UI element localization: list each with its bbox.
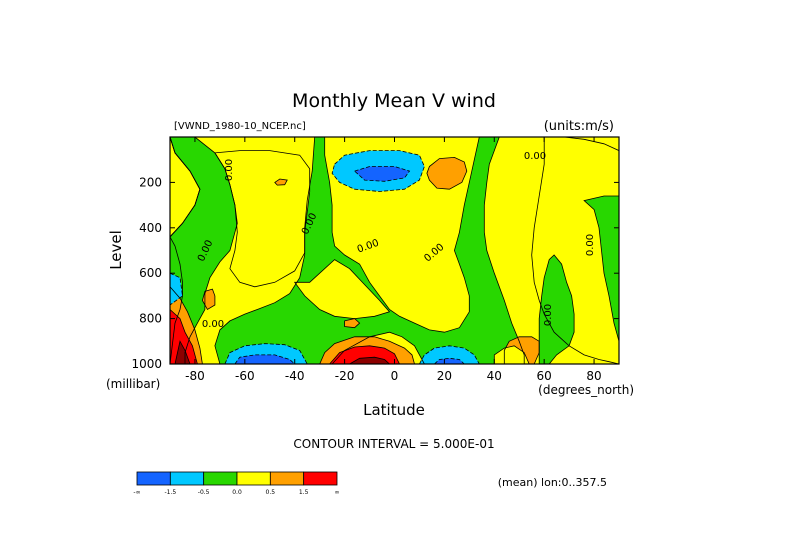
x-tick-label-0: -80 — [185, 369, 205, 383]
x-unit-label: (degrees_north) — [538, 383, 634, 397]
contour-label-0: 0.00 — [224, 159, 235, 181]
contour-line-13 — [418, 345, 480, 364]
contour-line-29 — [344, 318, 361, 329]
contour-line-27 — [426, 156, 468, 190]
contour-line-10 — [538, 254, 575, 364]
contour-region-blue-26 — [354, 166, 410, 182]
contour-label-6: 0.00 — [543, 304, 554, 326]
contour-line-3 — [324, 137, 480, 333]
colorbar-swatch-4 — [269, 471, 305, 486]
colorbar-label-6: ∞ — [335, 489, 340, 496]
units-label: (units:m/s) — [544, 119, 614, 134]
contour-line-21 — [170, 308, 198, 364]
contour-lines — [170, 137, 619, 364]
colorbar-swatch-2 — [203, 471, 238, 486]
contour-region-yellow-6 — [294, 259, 390, 319]
colorbar-label-0: -∞ — [133, 489, 140, 496]
colorbar-swatch-1 — [169, 471, 205, 486]
contour-region-orange-24 — [202, 289, 215, 310]
contour-region-green-1 — [170, 137, 238, 364]
x-tick-label-7: 60 — [537, 369, 552, 383]
y-tick-label-4: 1000 — [131, 357, 162, 371]
contour-region-cyan-13 — [419, 345, 480, 364]
contour-line-15 — [319, 336, 415, 364]
contour-line-20 — [170, 286, 203, 364]
colorbar-label-4: 0.5 — [266, 489, 276, 496]
mean-note: (mean) lon:0..357.5 — [498, 476, 607, 489]
y-tick-label-3: 800 — [139, 312, 162, 326]
contour-fills — [170, 137, 619, 364]
colorbar-swatch-3 — [236, 471, 271, 486]
colorbar: -∞ -1.5 -0.5 0.0 0.5 1.5 ∞ — [133, 471, 340, 496]
x-tick-label-6: 40 — [487, 369, 502, 383]
contour-line-7 — [170, 236, 183, 364]
x-axis-label: Latitude — [363, 401, 425, 419]
colorbar-swatch-0 — [136, 471, 171, 486]
contour-region-yellow-4 — [170, 137, 200, 237]
contour-region-darkred-17 — [349, 357, 390, 364]
contour-line-6 — [293, 259, 391, 320]
contour-line-17 — [348, 356, 391, 364]
x-tick-label-5: 20 — [437, 369, 452, 383]
y-axis-label: Level — [107, 230, 125, 270]
contour-label-8: 0.00 — [202, 319, 224, 330]
contour-line-2 — [214, 137, 525, 364]
contour-label-5: 0.00 — [524, 151, 546, 162]
contour-region-orange-29 — [344, 318, 360, 328]
contour-line-5 — [214, 150, 311, 288]
contour-line-14 — [433, 357, 465, 364]
contour-region-blue-14 — [434, 358, 465, 364]
plot-area: 0.000.000.000.00 0.000.000.000.000.00 — [169, 136, 620, 365]
x-axis: -80 -60 -40 -20 0 20 40 60 80 — [185, 137, 602, 383]
x-tick-label-2: -40 — [285, 369, 305, 383]
x-tick-label-1: -60 — [235, 369, 255, 383]
y-tick-label-1: 400 — [139, 221, 162, 235]
contour-region-yellow-5 — [214, 150, 310, 287]
contour-line-22 — [174, 340, 191, 364]
contour-line-16 — [329, 345, 400, 364]
y-tick-label-2: 600 — [139, 266, 162, 280]
colorbar-swatch-5 — [303, 471, 338, 486]
contour-line-18 — [224, 343, 308, 364]
contour-line-26 — [353, 166, 411, 182]
colorbar-label-1: -1.5 — [164, 489, 176, 496]
contour-region-red-21 — [170, 309, 198, 364]
x-tick-label-4: 0 — [391, 369, 399, 383]
y-unit-label: (millibar) — [106, 377, 160, 391]
contour-line-23 — [170, 272, 183, 306]
x-tick-label-8: 80 — [586, 369, 601, 383]
contour-line-9 — [583, 195, 619, 342]
chart-title: Monthly Mean V wind — [292, 90, 496, 112]
contour-line-12 — [493, 345, 530, 364]
y-axis: 200 400 600 800 1000 — [131, 175, 619, 371]
x-tick-label-3: -20 — [335, 369, 355, 383]
contour-line-19 — [234, 354, 296, 364]
y-tick-label-0: 200 — [139, 175, 162, 189]
colorbar-label-2: -0.5 — [198, 489, 210, 496]
contour-interval-text: CONTOUR INTERVAL = 5.000E-01 — [293, 437, 494, 451]
dataset-label: [VWND_1980-10_NCEP.nc] — [174, 121, 306, 132]
contour-region-green-9 — [584, 196, 619, 342]
contour-region-blue-19 — [234, 354, 295, 364]
contour-line-25 — [331, 150, 425, 192]
contour-region-orange-27 — [426, 157, 467, 190]
contour-line-24 — [201, 288, 216, 311]
colorbar-label-5: 1.5 — [299, 489, 309, 496]
contour-region-darkred-22 — [175, 341, 190, 364]
contour-line-4 — [170, 137, 201, 238]
colorbar-label-3: 0.0 — [232, 489, 242, 496]
contour-region-green-10 — [539, 255, 575, 364]
contour-line-28 — [274, 178, 288, 186]
contour-label-7: 0.00 — [585, 234, 596, 256]
